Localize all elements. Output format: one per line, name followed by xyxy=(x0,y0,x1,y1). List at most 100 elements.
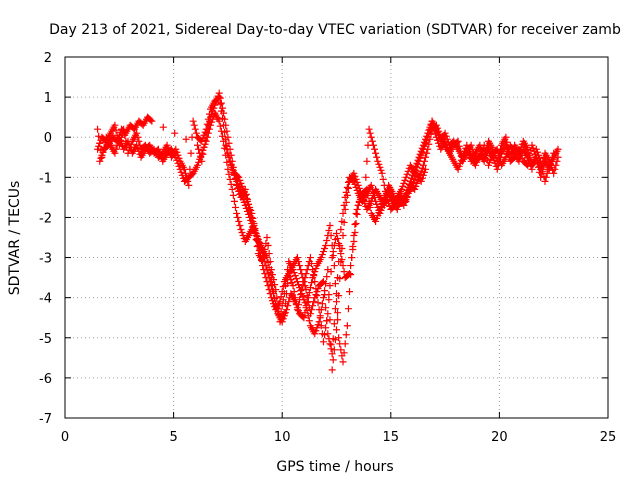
data-point xyxy=(238,182,246,190)
data-point xyxy=(330,320,338,328)
data-point xyxy=(193,161,201,169)
data-point xyxy=(215,117,223,125)
data-point xyxy=(368,137,376,145)
data-point xyxy=(494,149,502,157)
data-point xyxy=(245,200,253,208)
data-point xyxy=(292,301,300,309)
data-point xyxy=(375,160,383,168)
data-point xyxy=(314,285,322,293)
data-point xyxy=(293,254,301,262)
data-point xyxy=(237,179,245,187)
data-point xyxy=(413,159,421,167)
data-point xyxy=(328,350,336,358)
series-group xyxy=(94,109,562,358)
data-point xyxy=(326,282,334,290)
data-point xyxy=(526,159,534,167)
data-point xyxy=(303,299,311,307)
data-point xyxy=(310,298,318,306)
data-point xyxy=(493,145,501,153)
data-point xyxy=(339,209,347,217)
data-point xyxy=(334,316,342,324)
data-point xyxy=(402,173,410,181)
data-point xyxy=(220,109,228,117)
data-point xyxy=(172,153,180,161)
data-point xyxy=(537,157,545,165)
data-point xyxy=(422,153,430,161)
data-point xyxy=(468,145,476,153)
data-point xyxy=(369,141,377,149)
data-point xyxy=(321,331,329,339)
data-point xyxy=(265,250,273,258)
data-point xyxy=(372,197,380,205)
data-point xyxy=(306,284,314,292)
data-point xyxy=(325,296,333,304)
data-point xyxy=(223,145,231,153)
data-point xyxy=(111,149,119,157)
data-point xyxy=(347,271,355,279)
data-point xyxy=(373,200,381,208)
data-point xyxy=(178,171,186,179)
data-point xyxy=(328,366,336,374)
data-point xyxy=(369,189,377,197)
data-point xyxy=(350,169,358,177)
data-point xyxy=(218,104,226,112)
data-point xyxy=(323,317,331,325)
data-point xyxy=(381,187,389,195)
data-point xyxy=(430,125,438,133)
data-point xyxy=(171,129,179,137)
data-point xyxy=(441,137,449,145)
data-point xyxy=(229,166,237,174)
data-point xyxy=(255,239,263,247)
data-point xyxy=(365,197,373,205)
data-point xyxy=(309,274,317,282)
data-point xyxy=(252,229,260,237)
data-point xyxy=(380,197,388,205)
data-point xyxy=(453,138,461,146)
data-point xyxy=(361,189,369,197)
data-point xyxy=(341,205,349,213)
data-point xyxy=(155,148,163,156)
data-point xyxy=(331,280,339,288)
data-point xyxy=(480,141,488,149)
x-tick-label: 15 xyxy=(383,430,400,445)
data-point xyxy=(419,171,427,179)
data-point xyxy=(409,181,417,189)
data-point xyxy=(319,294,327,302)
data-point xyxy=(273,305,281,313)
data-point xyxy=(271,281,279,289)
data-point xyxy=(190,121,198,129)
data-point xyxy=(313,324,321,332)
data-point xyxy=(346,288,354,296)
data-point xyxy=(411,165,419,173)
data-point xyxy=(544,165,552,173)
data-point xyxy=(328,242,336,250)
data-point xyxy=(319,248,327,256)
data-point xyxy=(291,298,299,306)
data-point xyxy=(95,132,103,140)
data-point xyxy=(154,145,162,153)
data-point xyxy=(256,242,264,250)
data-point xyxy=(335,258,343,266)
data-point xyxy=(326,316,334,324)
data-point xyxy=(344,305,352,313)
data-point xyxy=(261,258,269,266)
data-point xyxy=(226,157,234,165)
data-point xyxy=(249,214,257,222)
data-point xyxy=(406,177,414,185)
data-point xyxy=(400,201,408,209)
data-point xyxy=(353,205,361,213)
data-point xyxy=(285,298,293,306)
data-point xyxy=(267,282,275,290)
data-point xyxy=(351,228,359,236)
data-point xyxy=(296,262,304,270)
data-point xyxy=(400,179,408,187)
data-point xyxy=(376,163,384,171)
data-point xyxy=(311,294,319,302)
data-point xyxy=(342,331,350,339)
data-point xyxy=(337,225,345,233)
chart-title: Day 213 of 2021, Sidereal Day-to-day VTE… xyxy=(49,22,621,38)
data-point xyxy=(502,153,510,161)
data-point xyxy=(283,306,291,314)
data-point xyxy=(478,147,486,155)
data-point xyxy=(334,235,342,243)
